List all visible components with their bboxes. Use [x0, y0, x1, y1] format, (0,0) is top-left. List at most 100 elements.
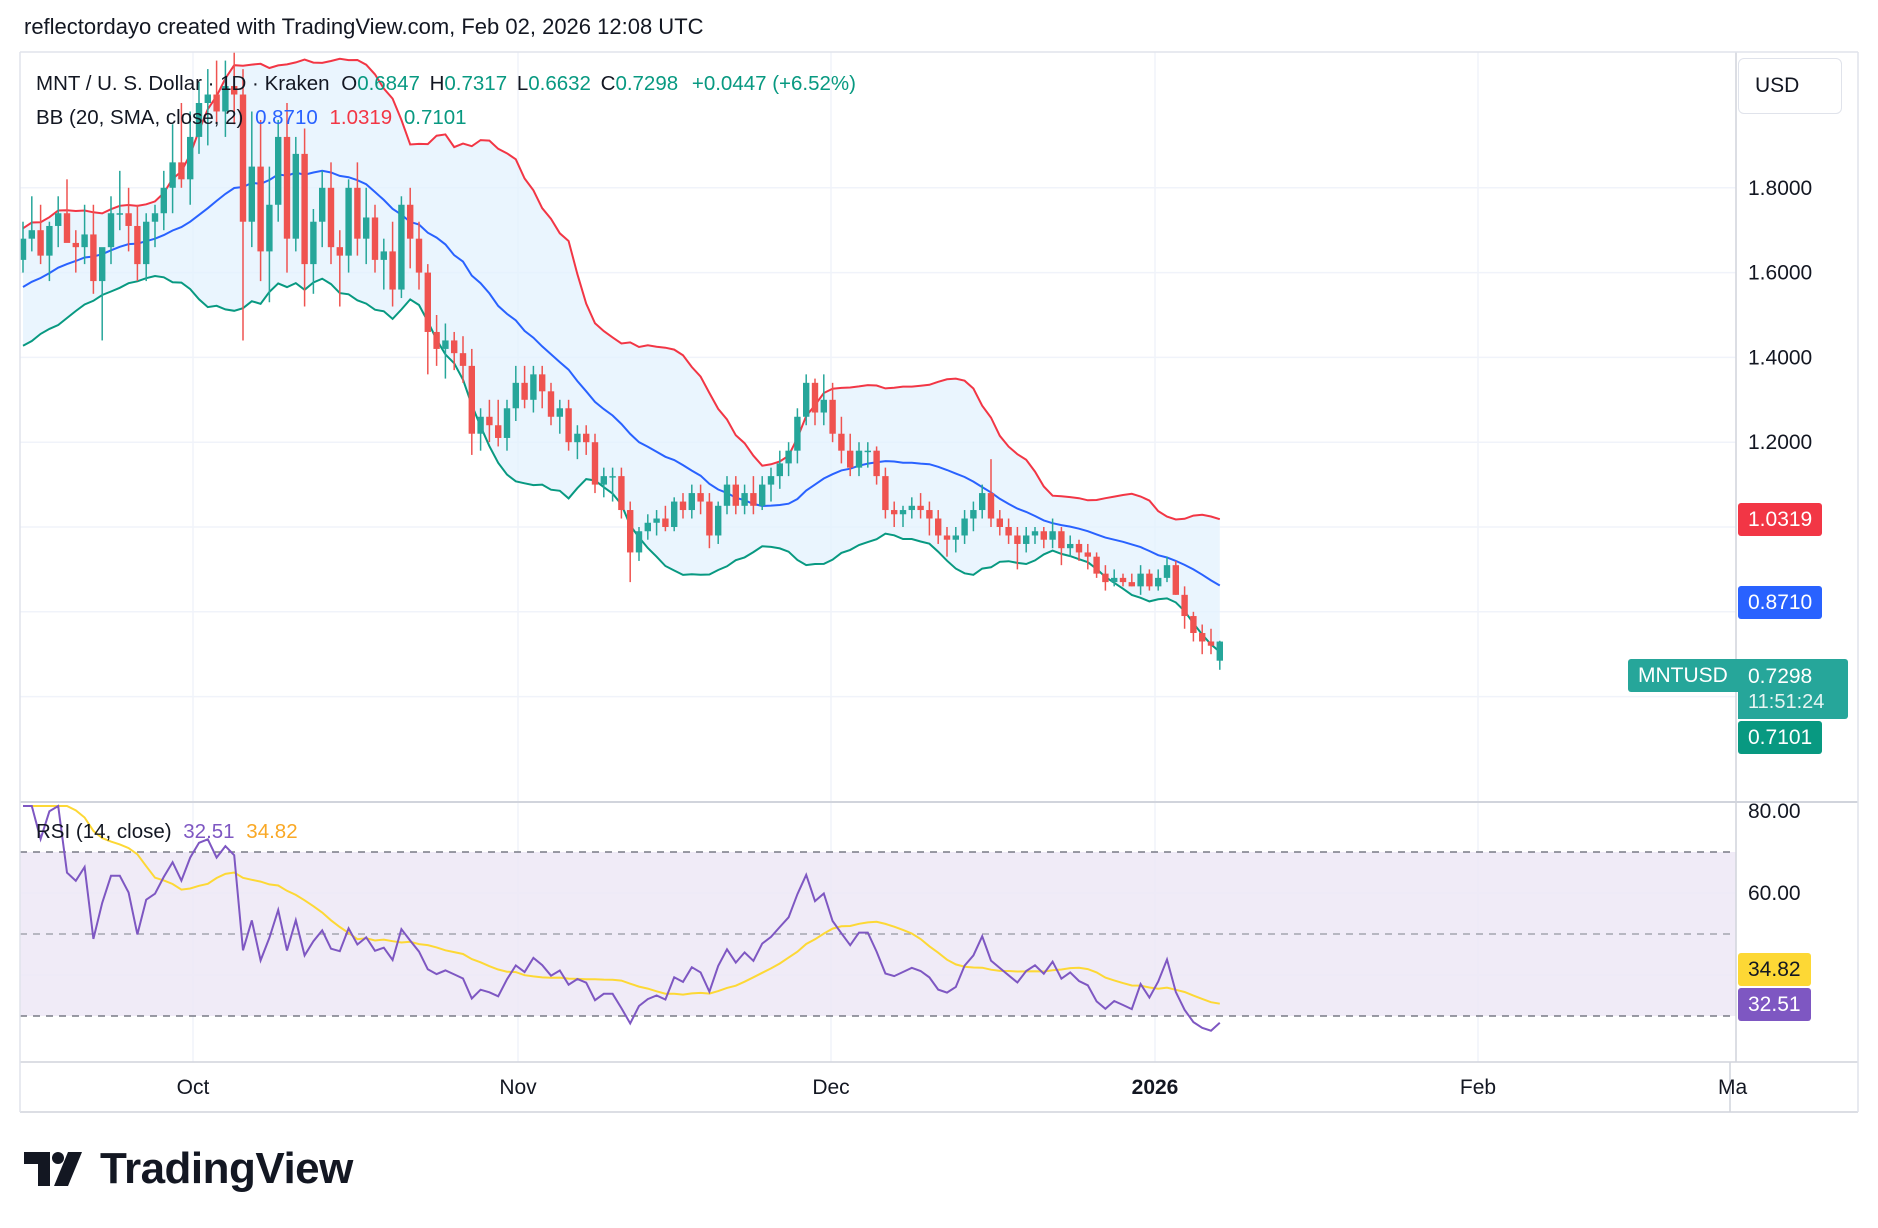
candle — [565, 399, 572, 451]
candle-body — [1040, 531, 1047, 540]
candle-body — [794, 416, 801, 451]
bollinger-upper-value: 1.0319 — [329, 106, 393, 129]
candle-body — [635, 531, 643, 553]
bollinger-label[interactable]: BB (20, SMA, close, 2) — [36, 106, 244, 129]
candle — [433, 315, 440, 366]
candle — [1146, 569, 1153, 591]
bollinger-lower-value: 0.7101 — [403, 106, 467, 129]
candle-body — [231, 86, 238, 95]
candle-body — [715, 505, 722, 536]
candle-body — [81, 234, 88, 248]
candle — [776, 450, 783, 489]
candle — [829, 382, 836, 443]
candle-body — [292, 153, 299, 239]
candle — [1049, 518, 1056, 549]
candle — [424, 264, 431, 375]
candle-body — [935, 518, 942, 536]
candle — [1216, 640, 1223, 670]
candle-body — [248, 166, 255, 222]
candle-body — [1093, 556, 1100, 574]
candle-body — [1067, 543, 1074, 549]
candle-body — [72, 242, 79, 248]
candle-body — [864, 450, 871, 453]
price-tick-label: 1.6000 — [1748, 262, 1812, 285]
candle-body — [283, 136, 291, 239]
candle — [363, 187, 370, 265]
candle-body — [600, 476, 607, 485]
candle-body — [195, 103, 203, 137]
candle-body — [275, 136, 282, 205]
candle — [574, 425, 581, 460]
candle — [125, 187, 132, 252]
candle-body — [671, 501, 678, 527]
candle-body — [1181, 594, 1188, 617]
time-tick-label: Oct — [177, 1076, 210, 1099]
candle — [873, 446, 880, 485]
candle-body — [679, 501, 687, 511]
candle-body — [495, 425, 502, 438]
candle — [1067, 535, 1074, 557]
candle-body — [855, 450, 863, 468]
candle — [847, 433, 854, 477]
symbol-title[interactable]: MNT / U. S. Dollar · 1D · Kraken — [36, 72, 330, 95]
bollinger-legend: BB (20, SMA, close, 2) 0.8710 1.0319 0.7… — [36, 106, 473, 130]
candle-body — [662, 518, 669, 527]
candle-body — [574, 433, 581, 443]
candle — [609, 467, 616, 502]
bollinger-band-fill — [23, 58, 1220, 652]
candle — [979, 484, 986, 519]
candle — [99, 247, 106, 341]
candle-body — [917, 505, 924, 511]
candle — [750, 476, 757, 515]
candle-body — [459, 353, 467, 366]
time-tick-label: Dec — [812, 1076, 849, 1099]
candle-body — [1111, 577, 1118, 583]
candle — [556, 399, 563, 434]
candle-body — [380, 251, 387, 260]
candle-body — [204, 94, 211, 103]
candle — [688, 484, 695, 519]
currency-button[interactable]: USD — [1738, 58, 1842, 114]
candle — [970, 501, 977, 532]
candle-body — [266, 204, 273, 252]
candle-body — [952, 535, 959, 540]
candle-body — [451, 340, 458, 354]
candle — [1181, 586, 1188, 629]
candle-body — [1119, 577, 1127, 583]
candle-body — [723, 484, 731, 506]
candle-body — [1005, 527, 1012, 536]
bar-countdown: 11:51:24 — [1748, 691, 1825, 713]
candle-body — [838, 433, 845, 451]
candle — [275, 119, 282, 222]
candle-body — [424, 272, 431, 332]
time-tick-label: 2026 — [1132, 1076, 1179, 1099]
candle — [160, 170, 167, 231]
candle — [961, 510, 968, 544]
candle — [908, 497, 915, 519]
candle-body — [732, 484, 739, 506]
candle — [1023, 527, 1030, 553]
candle-body — [1023, 535, 1030, 544]
candle — [222, 60, 229, 137]
candle-body — [943, 535, 951, 540]
candle-body — [169, 162, 176, 188]
tradingview-logo[interactable]: TradingView — [24, 1144, 353, 1194]
candle — [442, 323, 449, 379]
candle — [811, 378, 819, 426]
rsi-label[interactable]: RSI (14, close) — [36, 820, 172, 843]
candle — [503, 399, 511, 451]
candle-body — [371, 217, 379, 260]
candle — [1207, 628, 1215, 655]
candle — [547, 382, 555, 426]
candle — [107, 196, 115, 265]
candle-body — [1137, 573, 1144, 587]
bb-upper-price-tag: 1.0319 — [1738, 503, 1823, 536]
candle — [864, 442, 871, 468]
candle — [785, 442, 792, 477]
candle-body — [1084, 552, 1091, 557]
candle-body — [530, 374, 537, 400]
candle — [926, 501, 933, 536]
candle — [292, 136, 299, 252]
candle — [1137, 565, 1144, 595]
